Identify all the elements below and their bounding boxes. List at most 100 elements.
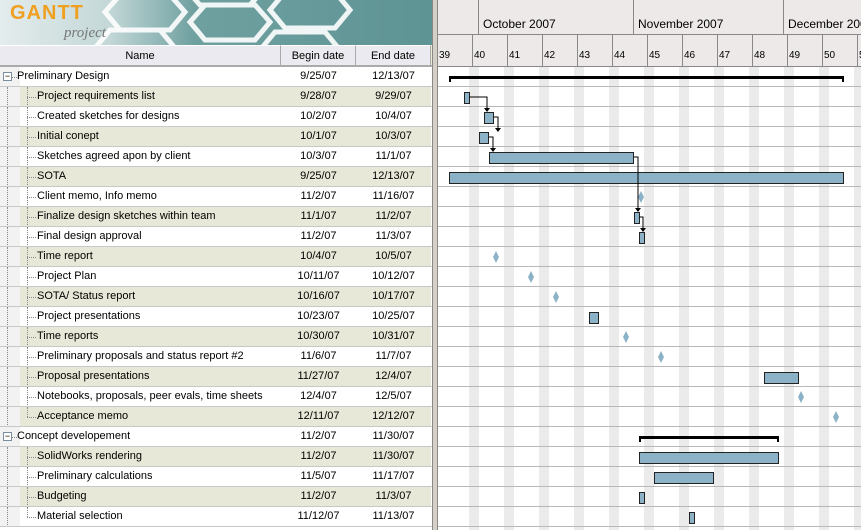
task-name-cell[interactable]: Budgeting: [0, 487, 281, 506]
begin-date-cell[interactable]: 11/2/07: [281, 487, 356, 506]
task-name-cell[interactable]: Project Plan: [0, 267, 281, 286]
task-row[interactable]: − Concept developement 11/2/07 11/30/07: [0, 427, 432, 447]
begin-date-cell[interactable]: 11/12/07: [281, 507, 356, 526]
task-name-cell[interactable]: Project presentations: [0, 307, 281, 326]
task-row[interactable]: Project Plan 10/11/07 10/12/07: [0, 267, 432, 287]
task-name-cell[interactable]: Preliminary proposals and status report …: [0, 347, 281, 366]
end-date-cell[interactable]: 11/30/07: [356, 447, 431, 466]
begin-date-cell[interactable]: 10/11/07: [281, 267, 356, 286]
task-row[interactable]: Notebooks, proposals, peer evals, time s…: [0, 387, 432, 407]
collapse-icon[interactable]: −: [3, 431, 12, 441]
begin-date-cell[interactable]: 10/1/07: [281, 127, 356, 146]
end-date-cell[interactable]: 10/5/07: [356, 247, 431, 266]
end-date-cell[interactable]: 11/17/07: [356, 467, 431, 486]
begin-date-cell[interactable]: 11/2/07: [281, 427, 356, 446]
task-name-cell[interactable]: SOTA: [0, 167, 281, 186]
task-name-cell[interactable]: − Preliminary Design: [0, 67, 281, 86]
task-name-cell[interactable]: Time reports: [0, 327, 281, 346]
task-row[interactable]: Time reports 10/30/07 10/31/07: [0, 327, 432, 347]
end-date-cell[interactable]: 11/2/07: [356, 207, 431, 226]
task-row[interactable]: Project requirements list 9/28/07 9/29/07: [0, 87, 432, 107]
end-date-cell[interactable]: 11/16/07: [356, 187, 431, 206]
end-date-cell[interactable]: 10/3/07: [356, 127, 431, 146]
end-date-cell[interactable]: 10/31/07: [356, 327, 431, 346]
column-header-name[interactable]: Name: [0, 45, 281, 65]
begin-date-cell[interactable]: 11/27/07: [281, 367, 356, 386]
column-header-begin-date[interactable]: Begin date: [281, 45, 356, 65]
end-date-cell[interactable]: 10/25/07: [356, 307, 431, 326]
task-row[interactable]: Budgeting 11/2/07 11/3/07: [0, 487, 432, 507]
task-name-cell[interactable]: Time report: [0, 247, 281, 266]
end-date-cell[interactable]: 11/7/07: [356, 347, 431, 366]
begin-date-cell[interactable]: 12/4/07: [281, 387, 356, 406]
begin-date-cell[interactable]: 9/28/07: [281, 87, 356, 106]
end-date-cell[interactable]: 11/3/07: [356, 487, 431, 506]
end-date-cell[interactable]: 11/13/07: [356, 507, 431, 526]
begin-date-cell[interactable]: 10/2/07: [281, 107, 356, 126]
task-name-cell[interactable]: Initial conept: [0, 127, 281, 146]
begin-date-cell[interactable]: 12/11/07: [281, 407, 356, 426]
task-row[interactable]: Initial conept 10/1/07 10/3/07: [0, 127, 432, 147]
pane-splitter[interactable]: [432, 0, 438, 530]
task-row[interactable]: − Preliminary Design 9/25/07 12/13/07: [0, 67, 432, 87]
begin-date-cell[interactable]: 10/30/07: [281, 327, 356, 346]
begin-date-cell[interactable]: 9/25/07: [281, 167, 356, 186]
task-row[interactable]: Final design approval 11/2/07 11/3/07: [0, 227, 432, 247]
task-row[interactable]: SolidWorks rendering 11/2/07 11/30/07: [0, 447, 432, 467]
end-date-cell[interactable]: 11/1/07: [356, 147, 431, 166]
task-row[interactable]: Preliminary calculations 11/5/07 11/17/07: [0, 467, 432, 487]
task-name-cell[interactable]: Final design approval: [0, 227, 281, 246]
collapse-icon[interactable]: −: [3, 71, 12, 81]
end-date-cell[interactable]: 10/12/07: [356, 267, 431, 286]
end-date-cell[interactable]: 12/12/07: [356, 407, 431, 426]
task-name-cell[interactable]: Project requirements list: [0, 87, 281, 106]
weekend-stripe: [679, 67, 689, 530]
end-date-cell[interactable]: 10/17/07: [356, 287, 431, 306]
column-header-end-date[interactable]: End date: [356, 45, 431, 65]
end-date-cell[interactable]: 11/3/07: [356, 227, 431, 246]
task-name-cell[interactable]: Proposal presentations: [0, 367, 281, 386]
end-date-cell[interactable]: 12/13/07: [356, 67, 431, 86]
task-name-cell[interactable]: SOTA/ Status report: [0, 287, 281, 306]
task-name-cell[interactable]: Acceptance memo: [0, 407, 281, 426]
begin-date-cell[interactable]: 11/2/07: [281, 187, 356, 206]
begin-date-cell[interactable]: 11/1/07: [281, 207, 356, 226]
task-name-cell[interactable]: SolidWorks rendering: [0, 447, 281, 466]
begin-date-cell[interactable]: 11/2/07: [281, 227, 356, 246]
end-date-cell[interactable]: 12/5/07: [356, 387, 431, 406]
task-row[interactable]: Created sketches for designs 10/2/07 10/4/…: [0, 107, 432, 127]
begin-date-cell[interactable]: 10/23/07: [281, 307, 356, 326]
begin-date-cell[interactable]: 10/16/07: [281, 287, 356, 306]
task-row[interactable]: Client memo, Info memo 11/2/07 11/16/07: [0, 187, 432, 207]
task-row[interactable]: Acceptance memo 12/11/07 12/12/07: [0, 407, 432, 427]
task-row[interactable]: Proposal presentations 11/27/07 12/4/07: [0, 367, 432, 387]
task-name-cell[interactable]: Notebooks, proposals, peer evals, time s…: [0, 387, 281, 406]
task-name-cell[interactable]: Material selection: [0, 507, 281, 526]
begin-date-cell[interactable]: 11/2/07: [281, 447, 356, 466]
task-name-cell[interactable]: Preliminary calculations: [0, 467, 281, 486]
begin-date-cell[interactable]: 10/4/07: [281, 247, 356, 266]
begin-date-cell[interactable]: 11/5/07: [281, 467, 356, 486]
task-row[interactable]: Material selection 11/12/07 11/13/07: [0, 507, 432, 527]
task-row[interactable]: Sketches agreed apon by client 10/3/07 11/…: [0, 147, 432, 167]
end-date-cell[interactable]: 12/13/07: [356, 167, 431, 186]
end-date-cell[interactable]: 10/4/07: [356, 107, 431, 126]
begin-date-cell[interactable]: 9/25/07: [281, 67, 356, 86]
task-row[interactable]: Time report 10/4/07 10/5/07: [0, 247, 432, 267]
end-date-cell[interactable]: 11/30/07: [356, 427, 431, 446]
dependency-arrow: [484, 108, 490, 112]
begin-date-cell[interactable]: 11/6/07: [281, 347, 356, 366]
task-name-cell[interactable]: Sketches agreed apon by client: [0, 147, 281, 166]
task-row[interactable]: Finalize design sketches within team 11/1…: [0, 207, 432, 227]
task-row[interactable]: SOTA 9/25/07 12/13/07: [0, 167, 432, 187]
task-row[interactable]: Project presentations 10/23/07 10/25/07: [0, 307, 432, 327]
end-date-cell[interactable]: 9/29/07: [356, 87, 431, 106]
task-name-cell[interactable]: Created sketches for designs: [0, 107, 281, 126]
task-row[interactable]: SOTA/ Status report 10/16/07 10/17/07: [0, 287, 432, 307]
task-row[interactable]: Preliminary proposals and status report …: [0, 347, 432, 367]
end-date-cell[interactable]: 12/4/07: [356, 367, 431, 386]
task-name-cell[interactable]: − Concept developement: [0, 427, 281, 446]
task-name-cell[interactable]: Client memo, Info memo: [0, 187, 281, 206]
task-name-cell[interactable]: Finalize design sketches within team: [0, 207, 281, 226]
begin-date-cell[interactable]: 10/3/07: [281, 147, 356, 166]
